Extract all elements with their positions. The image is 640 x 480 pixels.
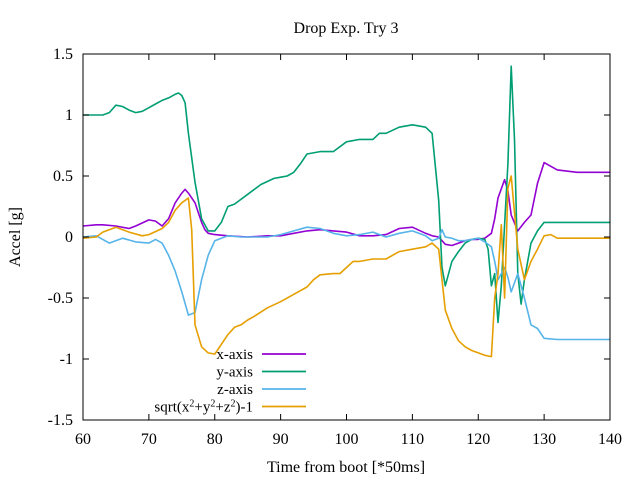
x-tick-label: 140 [598,431,622,448]
y-tick-label: -0.5 [48,290,73,307]
x-axis-label: Time from boot [*50ms] [267,459,425,476]
x-tick-label: 120 [466,431,490,448]
x-tick-label: 130 [532,431,556,448]
x-tick-label: 100 [335,431,359,448]
x-tick-label: 70 [141,431,157,448]
plot-frame [82,53,611,421]
x-tick-label: 90 [273,431,289,448]
y-tick-label: 1 [65,107,73,124]
chart-title: Drop Exp. Try 3 [294,20,399,37]
legend-label-4: sqrt(x2+y2+z2)-1 [154,398,253,416]
ticks-layer: 60 70 80 90 100 110 120 130 140 -1.5 -1 -0.5 0 0.5 1 1.… [48,46,622,448]
y-tick-label: 0.5 [53,168,73,185]
legend-label-3: z-axis [217,382,253,398]
series-line-3 [83,226,610,341]
series-line-1 [83,161,610,247]
series-line-2 [83,65,610,324]
legend-label-2: y-axis [216,365,253,381]
y-tick-label: -1 [60,351,73,368]
x-tick-label: 60 [75,431,91,448]
y-tick-label: 0 [65,229,73,246]
y-tick-label: -1.5 [48,412,73,429]
y-axis-label: Accel [g] [7,207,24,267]
x-tick-label: 80 [207,431,223,448]
series-line-4 [83,175,610,358]
x-tick-label: 110 [401,431,424,448]
series-layer [83,65,610,358]
y-tick-label: 1.5 [53,46,73,63]
legend-label-1: x-axis [216,347,253,363]
